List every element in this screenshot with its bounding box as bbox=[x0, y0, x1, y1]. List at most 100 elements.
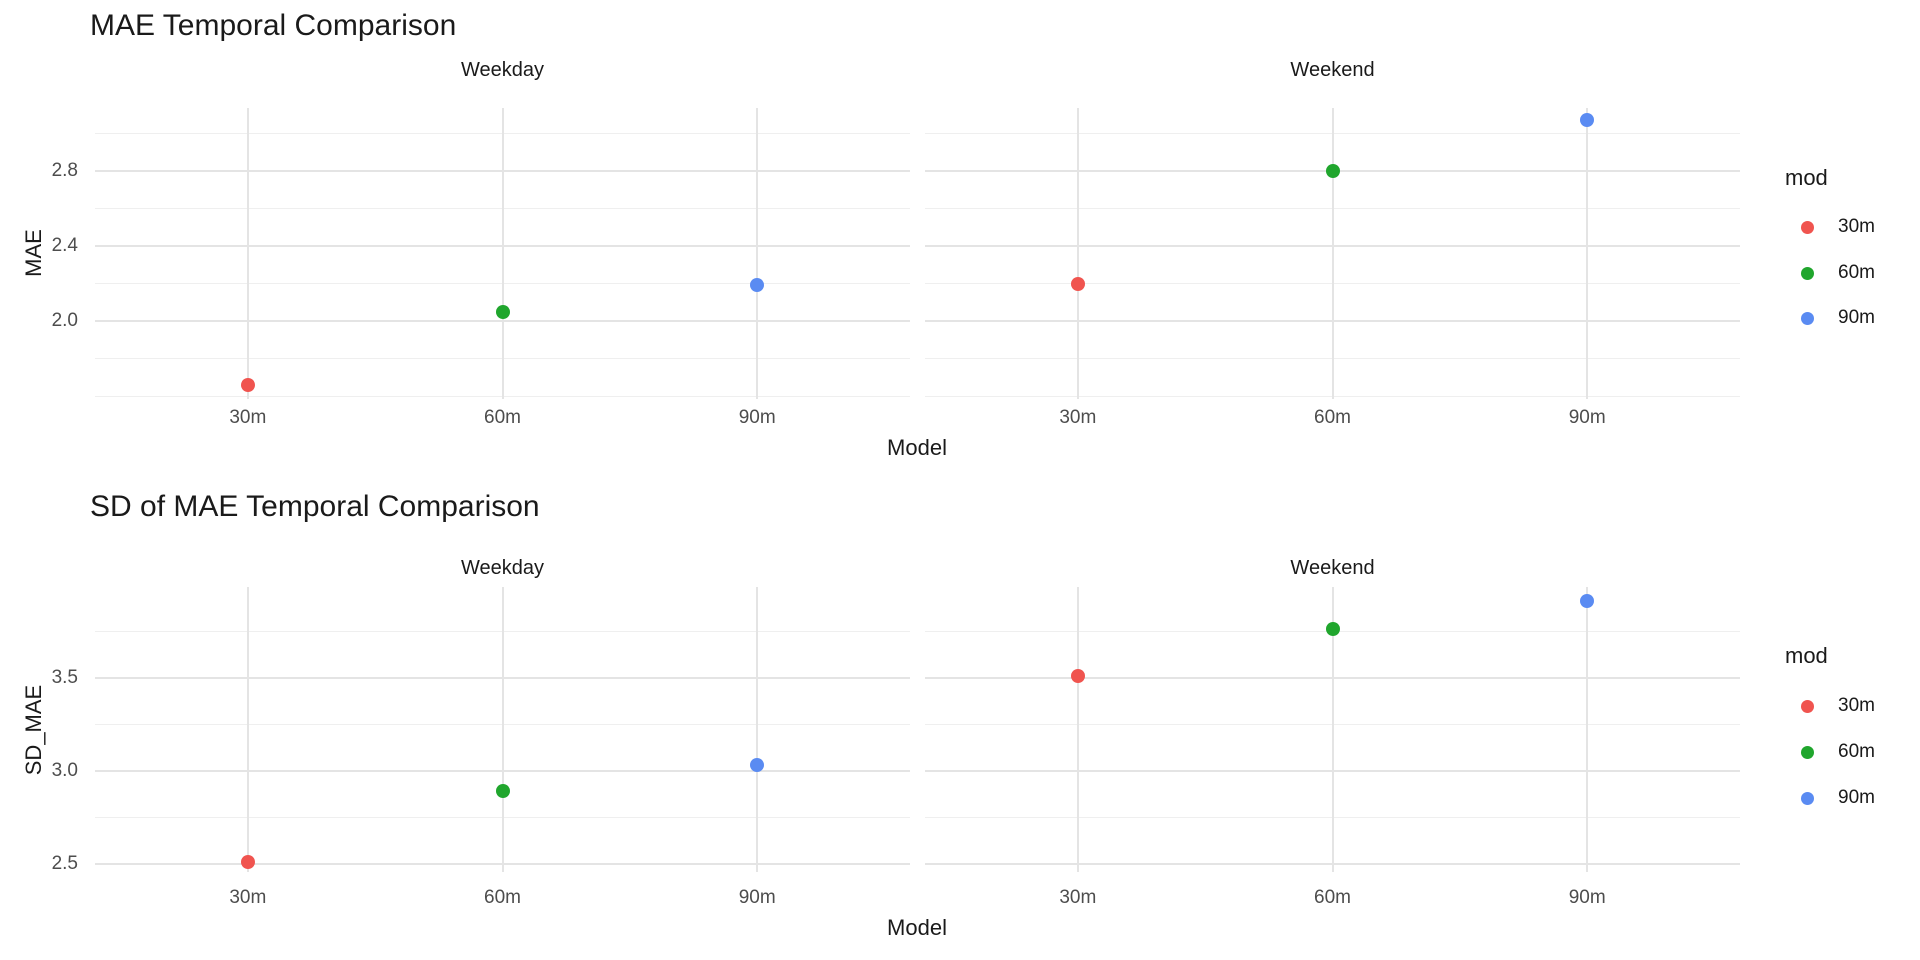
major-gridline-y-2.5 bbox=[925, 862, 1740, 865]
gridline-x-30m bbox=[1076, 108, 1079, 399]
x-tick-label-60m: 60m bbox=[1314, 407, 1351, 428]
point-weekday-60m bbox=[495, 304, 510, 319]
major-gridline-y-3 bbox=[95, 769, 910, 772]
gridline-x-60m bbox=[501, 108, 504, 399]
legend-label-90m: 90m bbox=[1838, 787, 1875, 808]
major-gridline-y-2.8 bbox=[925, 170, 1740, 172]
major-gridline-y-2.8 bbox=[95, 170, 910, 172]
major-gridline-y-2 bbox=[95, 320, 910, 322]
sd-legend: mod 30m 60m 90m bbox=[1785, 0, 1920, 960]
sd-y-axis-title: SD_MAE bbox=[21, 684, 46, 776]
legend-label-30m: 30m bbox=[1838, 695, 1875, 716]
legend-label-60m: 60m bbox=[1838, 262, 1875, 283]
legend-label-30m: 30m bbox=[1838, 216, 1875, 237]
major-gridline-y-3.5 bbox=[95, 676, 910, 679]
x-tick-label-30m: 30m bbox=[229, 407, 267, 428]
minor-gridline-y-1.8 bbox=[95, 358, 910, 359]
legend-swatch-30m bbox=[1801, 220, 1814, 234]
x-tick-label-30m: 30m bbox=[1059, 887, 1097, 908]
legend-item-60m: 60m bbox=[1801, 739, 1875, 765]
gridline-x-60m bbox=[1331, 108, 1334, 399]
minor-gridline-y-2.2 bbox=[95, 283, 910, 284]
gridline-x-90m bbox=[1586, 108, 1589, 399]
x-tick-label-30m: 30m bbox=[1059, 407, 1097, 428]
minor-gridline-y-3.75 bbox=[95, 630, 910, 632]
facet-label-weekday: Weekday bbox=[460, 557, 545, 579]
facet-label-weekday: Weekday bbox=[460, 59, 545, 81]
x-tick-label-60m: 60m bbox=[1314, 887, 1351, 908]
x-tick-label-30m: 30m bbox=[229, 887, 267, 908]
major-gridline-y-3 bbox=[925, 769, 1740, 772]
point-weekend-60m bbox=[1325, 622, 1340, 637]
sd-chart-title: SD of MAE Temporal Comparison bbox=[90, 490, 540, 523]
minor-gridline-y-3.25 bbox=[925, 723, 1740, 725]
major-gridline-y-2.4 bbox=[95, 245, 910, 247]
minor-gridline-y-2.6 bbox=[95, 208, 910, 209]
minor-gridline-y-3 bbox=[925, 133, 1740, 134]
mae-x-axis-title: Model bbox=[887, 435, 947, 460]
x-tick-label-90m: 90m bbox=[1568, 887, 1606, 908]
minor-gridline-y-1.6 bbox=[95, 395, 910, 397]
gridline-x-90m bbox=[756, 108, 759, 399]
legend-swatch-60m bbox=[1801, 266, 1814, 280]
minor-gridline-y-2.2 bbox=[925, 283, 1740, 284]
legend-item-30m: 30m bbox=[1801, 693, 1875, 719]
y-tick-label-2.5: 2.5 bbox=[51, 852, 78, 874]
minor-gridline-y-2.75 bbox=[95, 816, 910, 818]
legend-label-60m: 60m bbox=[1838, 741, 1875, 762]
major-gridline-y-2.5 bbox=[95, 862, 910, 865]
sd-x-axis-title: Model bbox=[887, 915, 947, 940]
minor-gridline-y-3.25 bbox=[95, 723, 910, 725]
point-weekend-90m bbox=[1580, 113, 1595, 128]
minor-gridline-y-1.8 bbox=[925, 358, 1740, 359]
mae-chart-title: MAE Temporal Comparison bbox=[90, 9, 457, 42]
minor-gridline-y-2.6 bbox=[925, 208, 1740, 209]
gridline-x-30m bbox=[1076, 587, 1079, 872]
y-tick-label-2.8: 2.8 bbox=[51, 160, 78, 181]
point-weekday-30m bbox=[240, 854, 255, 869]
legend-swatch-90m bbox=[1801, 311, 1814, 325]
point-weekday-90m bbox=[750, 278, 765, 293]
major-gridline-y-2 bbox=[925, 320, 1740, 322]
major-gridline-y-2.4 bbox=[925, 245, 1740, 247]
minor-gridline-y-2.75 bbox=[925, 816, 1740, 818]
mae-legend: mod 30m 60m 90m bbox=[1785, 0, 1920, 960]
y-tick-label-3.0: 3.0 bbox=[51, 759, 78, 781]
gridline-x-60m bbox=[1331, 587, 1334, 872]
x-tick-label-90m: 90m bbox=[738, 887, 776, 908]
minor-gridline-y-1.6 bbox=[925, 395, 1740, 397]
legend-swatch-90m bbox=[1801, 791, 1814, 805]
legend-item-90m: 90m bbox=[1801, 305, 1875, 331]
y-tick-label-3.5: 3.5 bbox=[51, 666, 78, 688]
legend-item-60m: 60m bbox=[1801, 260, 1875, 286]
legend-title: mod bbox=[1785, 643, 1828, 668]
point-weekend-30m bbox=[1070, 276, 1085, 291]
legend-item-30m: 30m bbox=[1801, 214, 1875, 240]
x-tick-label-90m: 90m bbox=[1568, 407, 1606, 428]
point-weekday-90m bbox=[750, 757, 765, 772]
facet-label-weekend: Weekend bbox=[1290, 557, 1375, 579]
point-weekend-30m bbox=[1070, 668, 1085, 683]
x-tick-label-60m: 60m bbox=[484, 887, 521, 908]
point-weekday-60m bbox=[495, 783, 510, 798]
gridline-x-30m bbox=[246, 108, 249, 399]
legend-label-90m: 90m bbox=[1838, 307, 1875, 328]
mae-y-axis-title: MAE bbox=[21, 229, 46, 277]
facet-label-weekend: Weekend bbox=[1290, 59, 1375, 81]
legend-swatch-30m bbox=[1801, 699, 1814, 713]
legend-item-90m: 90m bbox=[1801, 785, 1875, 811]
legend-title: mod bbox=[1785, 165, 1828, 190]
point-weekday-30m bbox=[240, 377, 255, 392]
point-weekend-60m bbox=[1325, 164, 1340, 178]
y-tick-label-2.4: 2.4 bbox=[51, 235, 78, 256]
x-tick-label-60m: 60m bbox=[484, 407, 521, 428]
x-tick-label-90m: 90m bbox=[738, 407, 776, 428]
minor-gridline-y-3.75 bbox=[925, 630, 1740, 632]
gridline-x-30m bbox=[246, 587, 249, 872]
y-tick-label-2.0: 2.0 bbox=[51, 310, 78, 331]
gridline-x-60m bbox=[501, 587, 504, 872]
major-gridline-y-3.5 bbox=[925, 676, 1740, 679]
legend-swatch-60m bbox=[1801, 745, 1814, 759]
